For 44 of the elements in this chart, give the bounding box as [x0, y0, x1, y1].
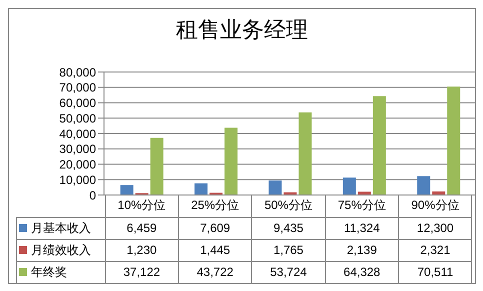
data-label: 37,122 — [105, 261, 178, 283]
y-tick-label: 30,000 — [59, 142, 96, 156]
y-tick-label: 80,000 — [59, 65, 96, 80]
x-tick-label: 90%分位 — [398, 195, 472, 217]
data-label: 2,139 — [325, 239, 399, 261]
y-tick-label: 20,000 — [59, 158, 96, 172]
bar — [298, 112, 312, 195]
data-label: 1,230 — [105, 239, 178, 261]
x-tick-label: 25%分位 — [178, 195, 252, 217]
data-label: 9,435 — [252, 217, 326, 239]
y-tick-label: 10,000 — [59, 172, 96, 187]
data-label: 1,765 — [252, 239, 326, 261]
data-label: 1,445 — [178, 239, 252, 261]
bar — [417, 176, 430, 195]
bar — [447, 86, 460, 195]
data-label: 53,724 — [252, 261, 326, 283]
legend-label: 月基本收入 — [16, 217, 105, 239]
data-label: 2,321 — [398, 239, 472, 261]
chart-title: 租售业务经理 — [175, 16, 309, 44]
bar — [372, 96, 386, 195]
y-tick-label: 40,000 — [59, 126, 96, 141]
data-label: 70,511 — [398, 261, 472, 283]
data-label: 64,328 — [325, 261, 399, 283]
bar — [194, 183, 208, 195]
bar — [358, 192, 371, 195]
data-label: 7,609 — [178, 217, 252, 239]
data-label: 6,459 — [105, 217, 178, 239]
legend-label: 月绩效收入 — [16, 239, 105, 261]
legend-label: 年终奖 — [16, 261, 105, 283]
y-tick-label: 60,000 — [59, 96, 96, 110]
x-tick-label: 50%分位 — [252, 195, 326, 217]
bar — [268, 180, 282, 195]
data-label: 12,300 — [398, 217, 472, 239]
data-label: 11,324 — [325, 217, 399, 239]
x-tick-label: 75%分位 — [325, 195, 399, 217]
bar — [120, 185, 134, 195]
x-tick-label: 10%分位 — [105, 195, 178, 217]
bar — [342, 178, 356, 195]
data-label: 43,722 — [178, 261, 252, 283]
bar — [224, 128, 238, 195]
y-tick-label: 70,000 — [59, 80, 96, 95]
y-tick-label: 50,000 — [59, 111, 96, 126]
bar — [150, 138, 164, 195]
y-tick-label: 0 — [89, 188, 96, 202]
